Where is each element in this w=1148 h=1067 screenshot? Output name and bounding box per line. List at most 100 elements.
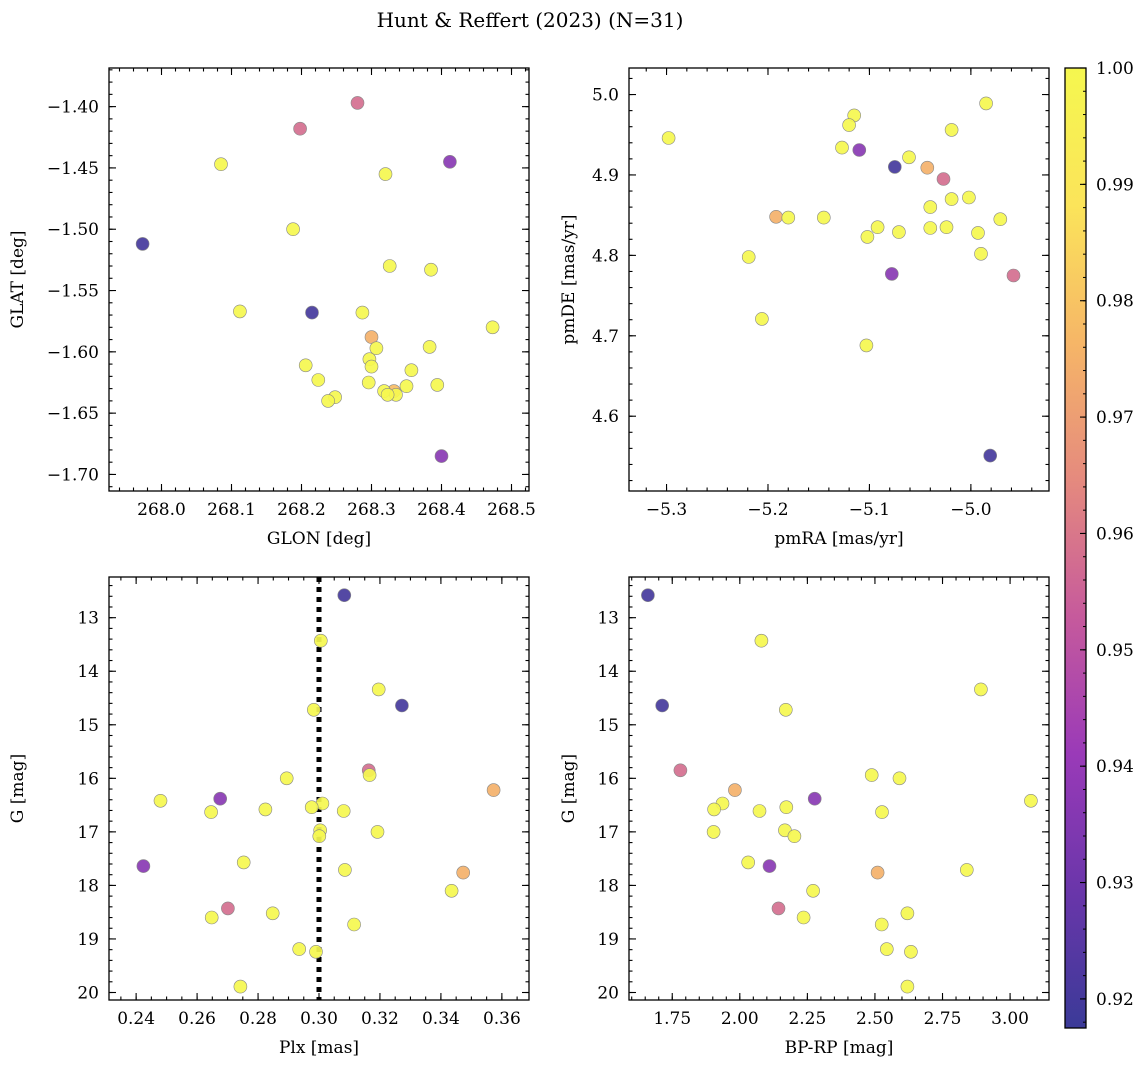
scatter-point	[900, 906, 915, 921]
x-tick-label: 0.32	[361, 1009, 399, 1029]
scatter-point	[755, 312, 769, 326]
x-tick-label: 2.00	[721, 1009, 759, 1029]
colorbar-frame	[1064, 67, 1087, 1029]
y-tick-label: −1.45	[47, 159, 99, 179]
ticks	[629, 68, 1049, 491]
colorbar: 0.92 0.93 0.94 0.95 0.96 0.97 0.98 0.99 1.00	[1064, 59, 1134, 1029]
scatter-point	[859, 338, 874, 353]
scatter-point	[902, 150, 916, 165]
y-tick-label: 13	[77, 609, 99, 629]
scatter-point	[380, 387, 395, 402]
scatter-point	[304, 800, 319, 815]
ticks	[109, 577, 529, 1000]
scatter-point	[959, 863, 974, 877]
x-tick-label: 268.3	[347, 500, 396, 520]
y-tick-label: 4.9	[592, 166, 619, 186]
y-axis-label: GLAT [deg]	[8, 230, 28, 328]
y-tick-label: 19	[597, 930, 619, 950]
scatter-point	[842, 118, 856, 132]
y-tick-label: −1.70	[47, 465, 99, 485]
scatter-point	[486, 783, 501, 797]
scatter-point	[974, 682, 988, 697]
y-tick-label: 4.8	[592, 246, 619, 266]
scatter-point	[236, 855, 251, 870]
scatter-point	[779, 800, 794, 815]
x-tick-label: 0.24	[117, 1009, 155, 1029]
scatter-point	[706, 825, 721, 839]
scatter-point	[762, 859, 777, 873]
scatter-point	[778, 702, 793, 717]
scatter-point	[311, 373, 326, 387]
scatter-point	[673, 763, 688, 778]
scatter-point	[874, 917, 889, 932]
scatter-point	[313, 633, 328, 648]
scatter-point	[864, 768, 879, 782]
scatter-point	[395, 698, 409, 713]
scatter-point	[422, 340, 437, 354]
scatter-point	[355, 305, 370, 320]
scatter-point	[364, 359, 379, 374]
scatter-point	[221, 901, 235, 916]
scatter-point	[870, 220, 885, 234]
scatter-point	[312, 829, 327, 844]
scatter-point	[350, 96, 365, 110]
scatter-point	[944, 192, 959, 206]
scatter-point	[852, 143, 867, 157]
scatter-point	[655, 698, 670, 713]
y-tick-label: −1.60	[47, 343, 99, 363]
y-tick-label: −1.50	[47, 220, 99, 240]
scatter-point	[835, 140, 849, 155]
x-tick-label: 268.4	[417, 500, 466, 520]
scatter-point	[258, 802, 273, 817]
y-tick-label: 15	[77, 716, 99, 736]
scatter-point	[879, 942, 894, 956]
x-tick-label: 2.75	[924, 1009, 962, 1029]
x-tick-label: −5.0	[950, 500, 991, 520]
scatter-point	[293, 121, 307, 136]
scatter-point	[298, 358, 313, 373]
scatter-point	[371, 682, 386, 697]
colorbar-tick-label: 1.00	[1096, 59, 1134, 79]
scatter-point	[424, 262, 438, 277]
y-tick-label: 4.7	[592, 327, 619, 347]
scatter-point	[900, 979, 915, 994]
colorbar-gradient	[1065, 68, 1086, 1028]
scatter-point	[923, 221, 938, 235]
scatter-point	[741, 855, 756, 870]
scatter-point	[728, 783, 742, 797]
scatter-point	[939, 220, 954, 234]
y-tick-label: 20	[77, 984, 99, 1004]
x-axis-label: pmRA [mas/yr]	[774, 529, 903, 549]
colorbar-tick-label: 0.98	[1096, 292, 1134, 312]
x-tick-label: 268.2	[277, 500, 326, 520]
x-axis-label: BP-RP [mag]	[785, 1038, 894, 1058]
y-tick-label: 18	[77, 876, 99, 896]
scatter-point	[875, 805, 889, 819]
scatter-point	[993, 212, 1008, 226]
y-tick-label: 14	[77, 662, 99, 682]
y-tick-label: 16	[597, 769, 619, 789]
scatter-point	[399, 379, 414, 394]
x-tick-label: 0.28	[239, 1009, 277, 1029]
figure-title: Hunt & Reffert (2023) (N=31)	[377, 8, 684, 32]
scatter-point	[370, 825, 385, 839]
y-tick-label: 4.6	[592, 407, 619, 427]
scatter-point	[816, 210, 831, 225]
scatter-point	[337, 588, 352, 603]
axes-frame	[108, 67, 530, 492]
scatter-point	[979, 96, 993, 111]
scatter-point	[305, 305, 319, 320]
scatter-point	[306, 702, 321, 717]
scatter-point	[336, 804, 351, 818]
colorbar-tick-label: 0.92	[1096, 990, 1134, 1010]
scatter-point	[204, 805, 218, 819]
scatter-point	[892, 225, 906, 239]
x-axis-label: Plx [mas]	[279, 1038, 359, 1058]
scatter-point	[787, 829, 802, 844]
scatter-point	[135, 237, 150, 251]
scatter-point	[347, 917, 361, 932]
x-tick-label: 268.0	[137, 500, 186, 520]
scatter-point	[887, 160, 902, 174]
scatter-point	[204, 910, 219, 925]
x-tick-label: 0.26	[178, 1009, 216, 1029]
